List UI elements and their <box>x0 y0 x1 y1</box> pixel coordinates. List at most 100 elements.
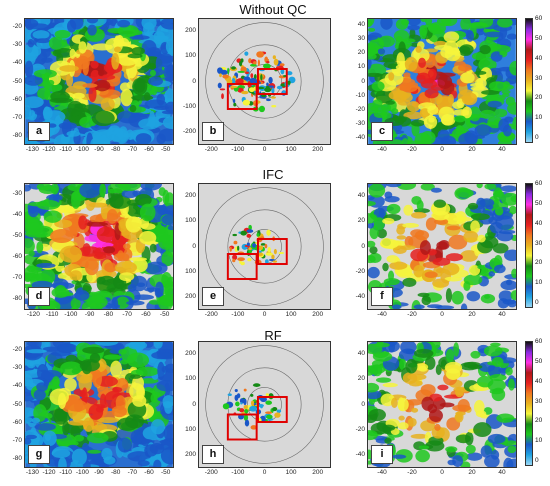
zoom-box <box>256 396 288 423</box>
x-tick-label: -130 <box>25 469 39 476</box>
colorbar <box>525 341 533 466</box>
x-tick-label: 20 <box>468 469 476 476</box>
colorbar-tick-label: 30 <box>535 74 543 82</box>
x-tick-label: 20 <box>468 311 476 318</box>
x-tick-label: -70 <box>127 146 138 153</box>
y-tick-label: -60 <box>12 418 22 426</box>
y-tick-label: 100 <box>185 425 196 433</box>
x-tick-label: -90 <box>94 146 104 153</box>
x-tick-label: -50 <box>159 311 170 318</box>
y-tick-label: -30 <box>355 119 365 127</box>
ppi-panel-h: h <box>198 341 331 468</box>
ppi-panel-b: b <box>198 18 331 145</box>
x-tick-label: -40 <box>377 469 387 476</box>
y-tick-label: 100 <box>185 52 196 60</box>
x-tick-label: -200 <box>204 146 218 153</box>
title-rf: RF <box>264 328 282 343</box>
x-tick-label: 0 <box>262 311 267 318</box>
colorbar-tick-label: 60 <box>535 338 543 345</box>
x-tick-label: -20 <box>407 311 417 318</box>
colorbar-tick-label: 60 <box>535 180 543 187</box>
y-tick-label: -40 <box>12 210 22 218</box>
x-tick-label: -80 <box>110 469 121 476</box>
reflectivity-image <box>25 184 173 309</box>
colorbar-tick-label: 10 <box>535 114 543 122</box>
x-tick-label: -50 <box>160 146 171 153</box>
x-tick-label: -120 <box>42 469 56 476</box>
y-tick-label: 100 <box>185 375 196 383</box>
y-tick-label: -50 <box>12 400 22 408</box>
y-tick-label: -20 <box>355 105 365 113</box>
y-tick-label: -80 <box>12 131 22 139</box>
x-tick-label: -110 <box>59 469 72 476</box>
y-tick-label: 200 <box>185 451 196 459</box>
x-tick-label: -60 <box>141 311 151 318</box>
y-tick-label: -20 <box>12 346 22 354</box>
y-tick-label: -70 <box>12 113 22 121</box>
y-tick-label: -20 <box>355 425 365 433</box>
panel-label-h: h <box>202 445 224 464</box>
y-tick-label: 10 <box>357 63 365 71</box>
colorbar-tick-label: 50 <box>535 199 543 207</box>
colorbar-tick-label: 10 <box>535 437 543 445</box>
left-panel-d: d <box>24 183 174 310</box>
y-tick-label: 0 <box>192 77 196 85</box>
title-without-qc: Without QC <box>239 2 307 17</box>
colorbar-tick-label: 0 <box>535 457 539 464</box>
reflectivity-image <box>25 342 173 467</box>
y-tick-label: -60 <box>12 253 22 261</box>
reflectivity-image <box>25 19 173 144</box>
panel-label-e: e <box>202 287 224 306</box>
panel-label-b: b <box>202 122 224 141</box>
panel-label-g: g <box>28 445 50 464</box>
x-tick-label: -70 <box>127 469 138 476</box>
x-tick-label: 0 <box>440 311 444 318</box>
colorbar-tick-label: 30 <box>535 239 543 247</box>
colorbar-tick-label: 40 <box>535 54 543 62</box>
y-tick-label: -40 <box>355 451 365 459</box>
left-panel-g: g <box>24 341 174 468</box>
y-tick-label: -70 <box>12 436 22 444</box>
y-tick-label: -20 <box>355 267 365 275</box>
zoom-box <box>226 413 258 441</box>
x-tick-label: -40 <box>377 311 387 318</box>
y-tick-label: -40 <box>355 293 365 301</box>
x-tick-label: 0 <box>262 146 267 153</box>
x-tick-label: 200 <box>312 311 324 318</box>
y-tick-label: -70 <box>12 274 22 282</box>
y-tick-label: -40 <box>12 382 22 390</box>
y-tick-label: -80 <box>12 295 22 303</box>
colorbar-tick-label: 10 <box>535 279 543 287</box>
x-tick-label: 200 <box>312 146 324 153</box>
y-tick-label: 200 <box>185 26 196 34</box>
reflectivity-image <box>199 19 330 144</box>
colorbar-tick-label: 40 <box>535 219 543 227</box>
colorbar-tick-label: 20 <box>535 417 543 425</box>
x-tick-label: -90 <box>94 469 104 476</box>
y-tick-label: -50 <box>12 77 22 85</box>
y-tick-label: -30 <box>12 189 22 197</box>
x-tick-label: -100 <box>64 311 78 318</box>
y-tick-label: 200 <box>185 349 196 357</box>
y-tick-label: -10 <box>355 91 365 99</box>
panel-label-a: a <box>28 122 50 141</box>
colorbar <box>525 18 533 143</box>
zoom-box <box>226 83 258 110</box>
y-tick-label: 0 <box>361 77 365 85</box>
left-panel-a: a <box>24 18 174 145</box>
colorbar-tick-label: 20 <box>535 259 543 267</box>
x-tick-label: 200 <box>312 469 324 476</box>
title-ifc: IFC <box>262 167 284 182</box>
x-tick-label: 0 <box>262 469 267 476</box>
y-tick-label: 200 <box>185 293 196 301</box>
panel-label-f: f <box>371 287 393 306</box>
colorbar-tick-label: 0 <box>535 299 539 306</box>
x-tick-label: -100 <box>231 146 245 153</box>
y-tick-label: -200 <box>182 128 196 136</box>
zoom-panel-f: f <box>367 183 517 310</box>
y-tick-label: 20 <box>357 217 365 225</box>
ppi-panel-e: e <box>198 183 331 310</box>
colorbar-tick-label: 40 <box>535 377 543 385</box>
y-tick-label: -50 <box>12 231 22 239</box>
x-tick-label: -20 <box>407 469 417 476</box>
